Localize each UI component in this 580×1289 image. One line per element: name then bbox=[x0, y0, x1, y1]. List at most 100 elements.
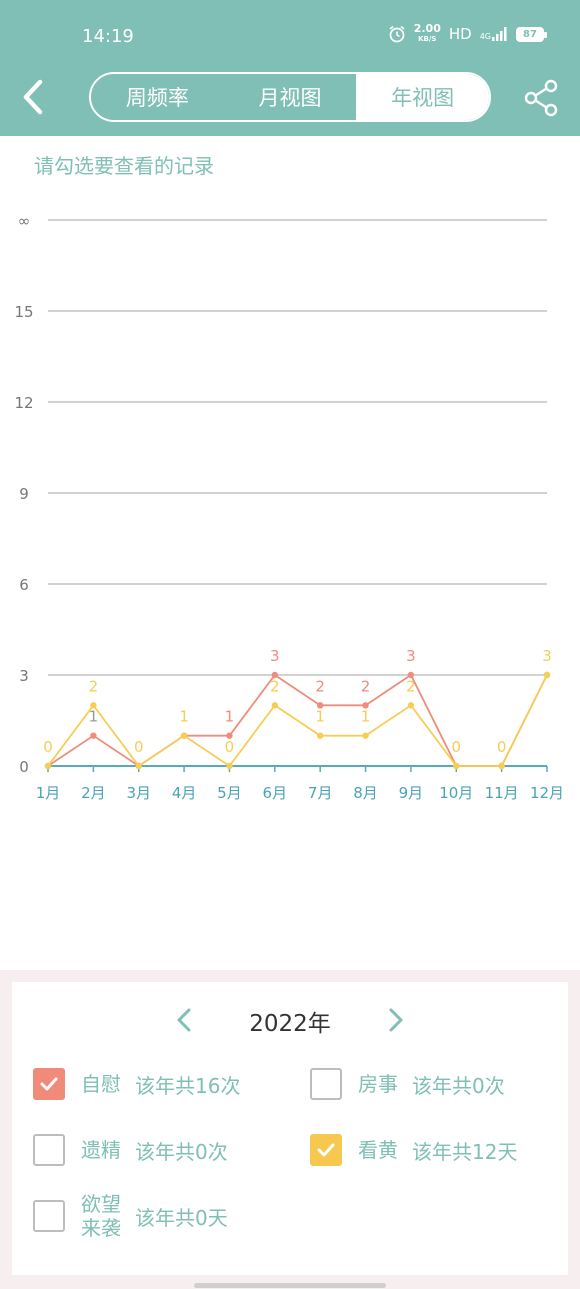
alarm-icon bbox=[389, 25, 405, 43]
battery-icon: 87 bbox=[516, 26, 547, 42]
battery-level: 87 bbox=[523, 28, 537, 40]
emission-label: 遗精 bbox=[81, 1138, 121, 1162]
year-selector: 2022年 bbox=[12, 1000, 568, 1040]
y-tick-label: 9 bbox=[19, 485, 29, 503]
data-label-secondary: 1 bbox=[315, 708, 325, 726]
data-point bbox=[226, 732, 233, 739]
y-tick-label: ∞ bbox=[18, 212, 31, 230]
y-tick-label: 0 bbox=[19, 758, 29, 776]
data-point bbox=[316, 732, 324, 739]
x-tick-label: 10月 bbox=[439, 784, 473, 802]
series-line-1 bbox=[47, 674, 548, 768]
emission-checkbox[interactable] bbox=[33, 1134, 65, 1166]
sex-checkbox[interactable] bbox=[310, 1068, 342, 1100]
option-sex[interactable]: 房事 该年共0次 bbox=[310, 1068, 505, 1100]
data-label: 1 bbox=[225, 708, 235, 726]
sex-label: 房事 bbox=[358, 1072, 398, 1096]
emission-count: 该年共0次 bbox=[135, 1139, 228, 1164]
status-icons: 2.00 KB/S HD 4G 87 bbox=[388, 22, 547, 44]
x-tick-label: 4月 bbox=[172, 784, 197, 802]
data-point bbox=[135, 762, 142, 770]
option-masturbation[interactable]: 自慰 该年共16次 bbox=[33, 1068, 240, 1100]
x-tick-label: 5月 bbox=[217, 784, 242, 802]
tab-yearly-label: 年视图 bbox=[391, 86, 455, 110]
data-point bbox=[90, 702, 97, 709]
porn-count: 该年共12天 bbox=[412, 1139, 518, 1164]
select-hint: 请勾选要查看的记录 bbox=[34, 154, 214, 178]
net-speed-value: 2.00 bbox=[413, 22, 441, 35]
data-label: 1 bbox=[179, 708, 189, 726]
filter-panel-background: 2022年 自慰 该年共16次 房事 该年共0次 遗精 该年共 bbox=[0, 970, 580, 1289]
tab-monthly-label: 月视图 bbox=[258, 86, 322, 110]
x-tick-label: 11月 bbox=[485, 784, 519, 802]
option-desire[interactable]: 欲望 来袭 该年共0天 bbox=[33, 1192, 228, 1240]
tab-weekly-label: 周频率 bbox=[125, 86, 189, 110]
filter-panel: 2022年 自慰 该年共16次 房事 该年共0次 遗精 该年共 bbox=[12, 982, 568, 1275]
sex-count: 该年共0次 bbox=[412, 1073, 505, 1098]
data-point bbox=[180, 732, 188, 739]
signal-label: 4G bbox=[479, 32, 491, 41]
y-tick-label: 3 bbox=[19, 667, 29, 685]
share-button[interactable] bbox=[522, 78, 562, 118]
y-tick-label: 6 bbox=[19, 576, 29, 594]
option-porn[interactable]: 看黄 该年共12天 bbox=[310, 1134, 517, 1166]
home-indicator[interactable] bbox=[194, 1283, 386, 1288]
check-icon bbox=[40, 1077, 58, 1091]
masturbation-label: 自慰 bbox=[81, 1072, 121, 1096]
option-emission[interactable]: 遗精 该年共0次 bbox=[33, 1134, 228, 1166]
data-label: 3 bbox=[542, 647, 552, 665]
net-speed: 2.00 KB/S bbox=[413, 22, 441, 44]
data-label: 0 bbox=[451, 738, 461, 756]
prev-year-button[interactable] bbox=[172, 1002, 196, 1038]
masturbation-checkbox[interactable] bbox=[33, 1068, 65, 1100]
desire-label-line2: 来袭 bbox=[81, 1216, 121, 1240]
view-tabs: 周频率 月视图 年视图 bbox=[89, 72, 491, 122]
data-label-secondary: 1 bbox=[361, 708, 371, 726]
data-label-secondary: 2 bbox=[406, 677, 416, 695]
data-label: 3 bbox=[406, 647, 416, 665]
data-point bbox=[407, 702, 415, 709]
data-label: 0 bbox=[43, 738, 53, 756]
data-label: 2 bbox=[89, 677, 99, 695]
data-label: 0 bbox=[134, 738, 144, 756]
next-year-button[interactable] bbox=[384, 1002, 408, 1038]
data-point bbox=[44, 762, 52, 770]
tab-yearly[interactable]: 年视图 bbox=[356, 74, 489, 120]
porn-checkbox[interactable] bbox=[310, 1134, 342, 1166]
tab-weekly[interactable]: 周频率 bbox=[91, 74, 224, 120]
x-tick-label: 7月 bbox=[308, 784, 333, 802]
status-time: 14:19 bbox=[82, 26, 134, 47]
desire-label: 欲望 来袭 bbox=[81, 1192, 121, 1240]
data-point bbox=[543, 671, 551, 679]
data-label: 2 bbox=[315, 677, 325, 695]
data-point bbox=[90, 732, 97, 739]
masturbation-count: 该年共16次 bbox=[135, 1073, 241, 1098]
data-point bbox=[271, 702, 279, 709]
signal-icon: 4G bbox=[480, 27, 508, 41]
data-point bbox=[362, 702, 369, 709]
desire-checkbox[interactable] bbox=[33, 1200, 65, 1232]
x-tick-label: 9月 bbox=[399, 784, 424, 802]
net-speed-unit: KB/S bbox=[418, 35, 437, 43]
data-point bbox=[226, 762, 233, 770]
data-label: 0 bbox=[497, 738, 507, 756]
data-point bbox=[498, 762, 505, 770]
header-bar: 14:19 2.00 KB/S HD 4G 87 周频率 bbox=[0, 0, 580, 136]
data-label-secondary: 1 bbox=[89, 708, 99, 726]
data-point bbox=[316, 702, 324, 709]
desire-count: 该年共0天 bbox=[135, 1205, 228, 1230]
data-point bbox=[453, 762, 460, 770]
hd-label: HD bbox=[448, 25, 472, 43]
x-tick-label: 6月 bbox=[263, 784, 288, 802]
y-tick-label: 12 bbox=[14, 394, 33, 412]
tab-monthly[interactable]: 月视图 bbox=[224, 74, 357, 120]
porn-label: 看黄 bbox=[358, 1138, 398, 1162]
data-label-secondary: 2 bbox=[270, 677, 280, 695]
data-point bbox=[271, 671, 279, 679]
x-tick-label: 1月 bbox=[36, 784, 61, 802]
desire-label-line1: 欲望 bbox=[81, 1192, 121, 1216]
back-button[interactable] bbox=[16, 76, 52, 118]
check-icon bbox=[317, 1143, 335, 1157]
data-label-secondary: 0 bbox=[225, 738, 235, 756]
